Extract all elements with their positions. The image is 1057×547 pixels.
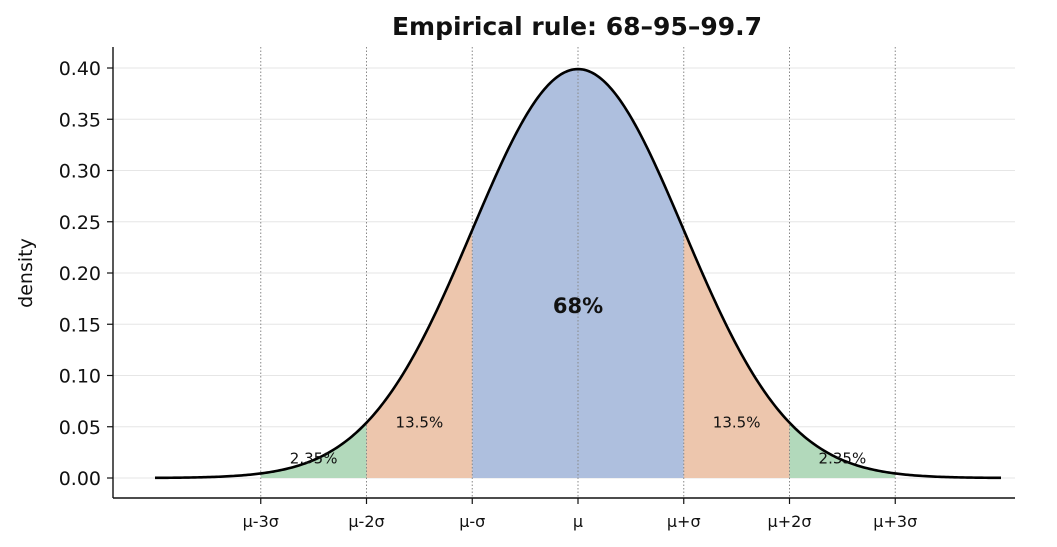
y-tick-label-8: 0.40 xyxy=(59,58,101,80)
band-label-1: 13.5% xyxy=(396,414,444,432)
x-tick-label-0: μ-3σ xyxy=(243,512,279,531)
x-tick-label-1: μ-2σ xyxy=(348,512,384,531)
x-tick-label-4: μ+σ xyxy=(667,512,701,531)
band-label-4: 2.35% xyxy=(819,450,867,468)
x-tick-label-5: μ+2σ xyxy=(768,512,812,531)
y-tick-label-6: 0.30 xyxy=(59,161,101,183)
band-layer xyxy=(260,69,896,478)
band-area-4 xyxy=(789,422,896,478)
y-tick-label-3: 0.15 xyxy=(59,314,101,336)
y-tick-label-7: 0.35 xyxy=(59,109,101,131)
x-tick-label-3: μ xyxy=(573,512,583,531)
y-tick-label-5: 0.25 xyxy=(59,212,101,234)
band-label-2: 13.5% xyxy=(713,414,761,432)
band-area-0 xyxy=(472,69,684,478)
label-layer: 68% 13.5% 13.5% 2.35% 2.35% xyxy=(290,294,866,468)
y-tick-label-2: 0.10 xyxy=(59,366,101,388)
x-tick-label-2: μ-σ xyxy=(459,512,485,531)
chart-title: Empirical rule: 68–95–99.7 xyxy=(392,12,762,41)
band-area-3 xyxy=(260,422,367,478)
y-tick-label-4: 0.20 xyxy=(59,263,101,285)
x-tick-label-6: μ+3σ xyxy=(873,512,917,531)
normal-density-curve xyxy=(154,67,1002,480)
y-axis-label: density xyxy=(15,238,37,308)
axis-layer: 0.00 0.05 0.10 0.15 0.20 0.25 0.30 0.35 0.40 μ-3σ… xyxy=(59,47,1015,531)
y-tick-label-0: 0.00 xyxy=(59,468,101,490)
y-tick-label-1: 0.05 xyxy=(59,417,101,439)
curve-layer xyxy=(154,67,1002,480)
band-label-3: 2.35% xyxy=(290,450,338,468)
band-label-0: 68% xyxy=(553,294,603,318)
